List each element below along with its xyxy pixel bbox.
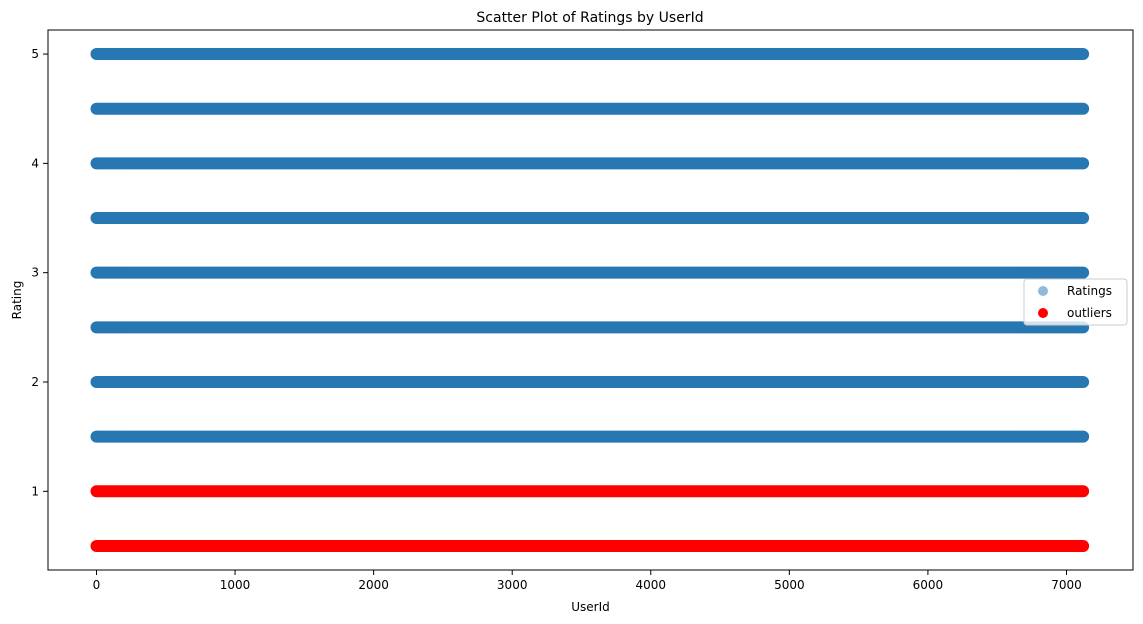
plot-area <box>90 48 1090 552</box>
plot-frame <box>47 29 1134 571</box>
y-tick-label: 4 <box>31 156 39 170</box>
x-axis-label: UserId <box>571 600 610 614</box>
y-tick-label: 2 <box>31 375 39 389</box>
legend-label-ratings: Ratings <box>1067 284 1112 298</box>
y-tick-label: 1 <box>31 484 39 498</box>
y-tick-label: 3 <box>31 266 39 280</box>
x-tick-label: 1000 <box>220 578 251 592</box>
chart-title: Scatter Plot of Ratings by UserId <box>476 10 703 26</box>
x-tick-label: 4000 <box>636 578 667 592</box>
x-tick-label: 0 <box>93 578 101 592</box>
legend-box <box>1023 278 1128 326</box>
legend: Ratings outliers <box>1023 278 1128 326</box>
y-axis: 1 2 3 4 5 <box>31 47 48 498</box>
legend-marker-ratings <box>1038 286 1048 296</box>
x-tick-label: 6000 <box>913 578 944 592</box>
legend-label-outliers: outliers <box>1067 306 1112 320</box>
x-tick-label: 7000 <box>1051 578 1082 592</box>
legend-marker-outliers <box>1038 308 1048 318</box>
x-tick-label: 2000 <box>358 578 389 592</box>
y-tick-label: 5 <box>31 47 39 61</box>
x-tick-label: 3000 <box>497 578 528 592</box>
x-axis: 0 1000 2000 3000 4000 5000 6000 7000 <box>93 570 1082 592</box>
y-axis-label: Rating <box>10 281 24 320</box>
x-tick-label: 5000 <box>774 578 805 592</box>
